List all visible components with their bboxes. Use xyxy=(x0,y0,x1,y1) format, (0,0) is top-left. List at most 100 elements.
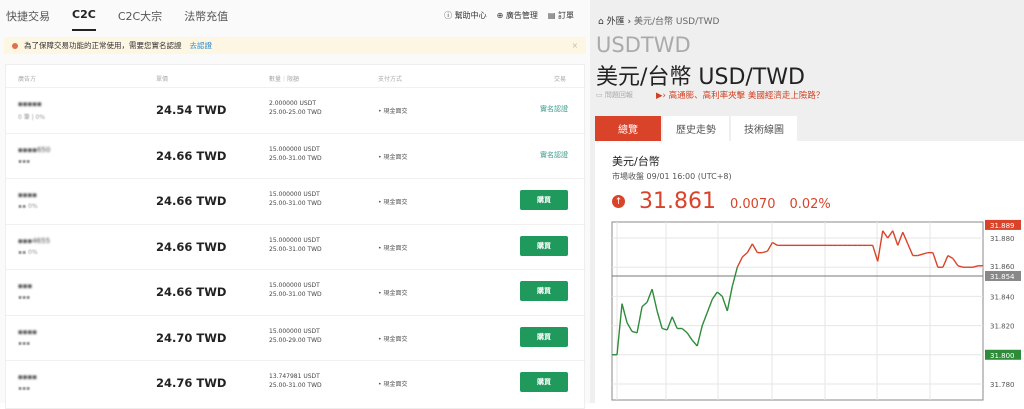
page-title: 美元/台幣 USD/TWD xyxy=(596,65,805,90)
home-icon: ⌂ xyxy=(598,17,604,27)
quantity-limit: 15.000000 USDT 25.00-31.00 TWD xyxy=(269,190,322,208)
verify-identity-link[interactable]: 實名認證 xyxy=(540,150,568,159)
advertiser-name[interactable]: ▪▪▪ xyxy=(18,282,33,290)
orders-label: 訂單 xyxy=(558,11,574,20)
quantity: 15.000000 USDT xyxy=(269,191,320,198)
price-line-segment xyxy=(762,250,768,254)
unit-price: 24.54 TWD xyxy=(156,103,227,117)
advertiser-name[interactable]: ▪▪▪▪ xyxy=(18,191,37,199)
price-line-segment xyxy=(656,310,663,329)
ad-management-link[interactable]: ⊕ 廣告管理 xyxy=(496,11,538,20)
breadcrumb-forex[interactable]: 外匯 xyxy=(606,17,625,27)
banner-text: 為了保障交易功能的正常使用，需要您實名認證 xyxy=(24,41,182,50)
header-payment: 支付方式 xyxy=(378,76,403,83)
price-line-segment xyxy=(696,325,703,347)
limit: 25.00-31.00 TWD xyxy=(269,245,322,253)
table-row: ▪▪▪▪ ▪▪ 0% 24.66 TWD 15.000000 USDT 25.00… xyxy=(6,178,586,223)
tab-technical[interactable]: 技術線圖 xyxy=(731,116,797,141)
price-line-segment xyxy=(942,255,949,268)
tab-quick-trade[interactable]: 快捷交易 xyxy=(6,10,50,23)
price-line-segment xyxy=(721,296,728,312)
y-tick-label: 31.860 xyxy=(990,263,1015,271)
buy-button[interactable]: 購買 xyxy=(520,235,568,256)
verify-identity-link[interactable]: 實名認證 xyxy=(540,105,568,113)
price-line-segment xyxy=(897,231,904,246)
price-line-segment xyxy=(716,291,723,297)
buy-button[interactable]: 購買 xyxy=(520,190,568,210)
table-row: ▪▪▪▪ ▪▪▪ 24.76 TWD 13.747981 USDT 25.00-3… xyxy=(6,360,586,405)
price-line-segment xyxy=(902,231,909,245)
quantity: 13.747981 USDT xyxy=(269,373,320,380)
advertiser-stats: 0 筆 | 0% xyxy=(18,114,46,121)
price-line-segment xyxy=(731,267,739,287)
verify-link[interactable]: 去認證 xyxy=(189,41,213,50)
help-center-link[interactable]: ⓘ 幫助中心 xyxy=(444,11,487,20)
price-line-segment xyxy=(711,291,718,300)
price-line-segment xyxy=(972,265,979,268)
advertiser-name[interactable]: ▪▪▪▪650 xyxy=(18,145,51,154)
price-line-segment xyxy=(631,330,638,334)
orders-link[interactable]: ▤ 訂單 xyxy=(547,11,574,20)
quantity-limit: 15.000000 USDT 25.00-31.00 TWD xyxy=(269,236,322,254)
header-price: 單價 xyxy=(156,76,169,83)
buy-button[interactable]: 購買 xyxy=(520,281,568,301)
advertiser-stats: ▪▪▪ xyxy=(18,157,31,165)
advertiser-stats: ▪▪▪ xyxy=(18,385,31,392)
quantity-limit: 2.000000 USDT 25.00-25.00 TWD xyxy=(269,99,322,117)
price-line-segment xyxy=(626,322,633,332)
y-tick-label: 31.840 xyxy=(990,293,1015,301)
price-line-segment xyxy=(887,230,894,239)
report-label: 問題回報 xyxy=(604,91,633,99)
payment-method: • 現金面交 xyxy=(378,108,408,115)
price-line-segment xyxy=(877,230,884,262)
price-badge-label: 31.800 xyxy=(990,352,1015,360)
buy-button[interactable]: 購買 xyxy=(520,326,568,347)
quantity: 15.000000 USDT xyxy=(269,145,320,153)
ads-table: 廣告方 單價 數量｜限額 支付方式 交易 ▪▪▪▪▪ 0 筆 | 0% 24.5… xyxy=(5,64,586,409)
unit-price: 24.76 TWD xyxy=(156,376,227,390)
price-badge-prev-close xyxy=(985,270,1021,281)
report-link[interactable]: ▭ 問題回報 xyxy=(596,91,633,99)
table-row: ▪▪▪ ▪▪▪ 24.66 TWD 15.000000 USDT 25.00-31… xyxy=(6,269,586,314)
tab-overview[interactable]: 總覽 xyxy=(595,116,661,141)
pair-name: 美元/台幣 xyxy=(612,155,660,168)
advertiser-name[interactable]: ▪▪▪▪▪ xyxy=(18,100,42,108)
tab-history[interactable]: 歷史走勢 xyxy=(663,116,729,141)
price-line-segment xyxy=(681,327,688,334)
price-line-segment xyxy=(641,301,648,308)
header-action: 交易 xyxy=(553,76,566,83)
ad-label: 廣告管理 xyxy=(505,11,538,20)
price-line-segment xyxy=(616,303,623,355)
tab-c2c-bulk[interactable]: C2C大宗 xyxy=(117,10,163,23)
trade-tabs: 快捷交易 C2C C2C大宗 法幣充值 xyxy=(6,8,228,31)
market-status: 市場收盤 09/01 16:00 (UTC+8) xyxy=(612,172,732,181)
advertiser-name[interactable]: ▪▪▪▪ xyxy=(18,373,37,381)
help-label: 幫助中心 xyxy=(454,11,487,20)
verification-banner: 為了保障交易功能的正常使用，需要您實名認證 去認證 × xyxy=(4,37,586,54)
quantity: 15.000000 USDT xyxy=(269,236,320,244)
news-link[interactable]: ▶› 高通膨、高利率夾擊 美國經濟走上險路？ xyxy=(656,91,825,101)
quantity-limit: 13.747981 USDT 25.00-31.00 TWD xyxy=(269,372,322,390)
symbol: USDTWD xyxy=(596,33,691,57)
buy-button[interactable]: 購買 xyxy=(520,372,568,392)
tab-c2c[interactable]: C2C xyxy=(72,8,96,31)
payment-method: • 現金面交 xyxy=(378,199,408,206)
breadcrumb-current: 美元/台幣 USD/TWD xyxy=(633,17,720,27)
advertiser-stats: ▪▪▪ xyxy=(18,294,31,301)
price-line-segment xyxy=(636,306,643,334)
price-change: 0.0070 xyxy=(729,197,776,212)
y-tick-label: 31.880 xyxy=(990,235,1015,243)
payment-method: • 現金面交 xyxy=(378,290,408,297)
tab-fiat-deposit[interactable]: 法幣充值 xyxy=(184,10,229,23)
advertiser-name[interactable]: ▪▪▪▪ xyxy=(18,327,37,336)
arrow-up-icon: ↑ xyxy=(612,195,625,208)
close-icon[interactable]: × xyxy=(571,41,578,50)
price-line-segment xyxy=(671,316,678,329)
header-advertiser: 廣告方 xyxy=(18,76,37,83)
price-line-segment xyxy=(907,243,914,256)
payment-method: • 現金面交 xyxy=(378,335,408,343)
advertiser-name[interactable]: ▪▪▪4655 xyxy=(18,236,51,245)
advertiser-stats: ▪▪▪ xyxy=(18,339,31,347)
quantity: 15.000000 USDT xyxy=(269,282,320,289)
